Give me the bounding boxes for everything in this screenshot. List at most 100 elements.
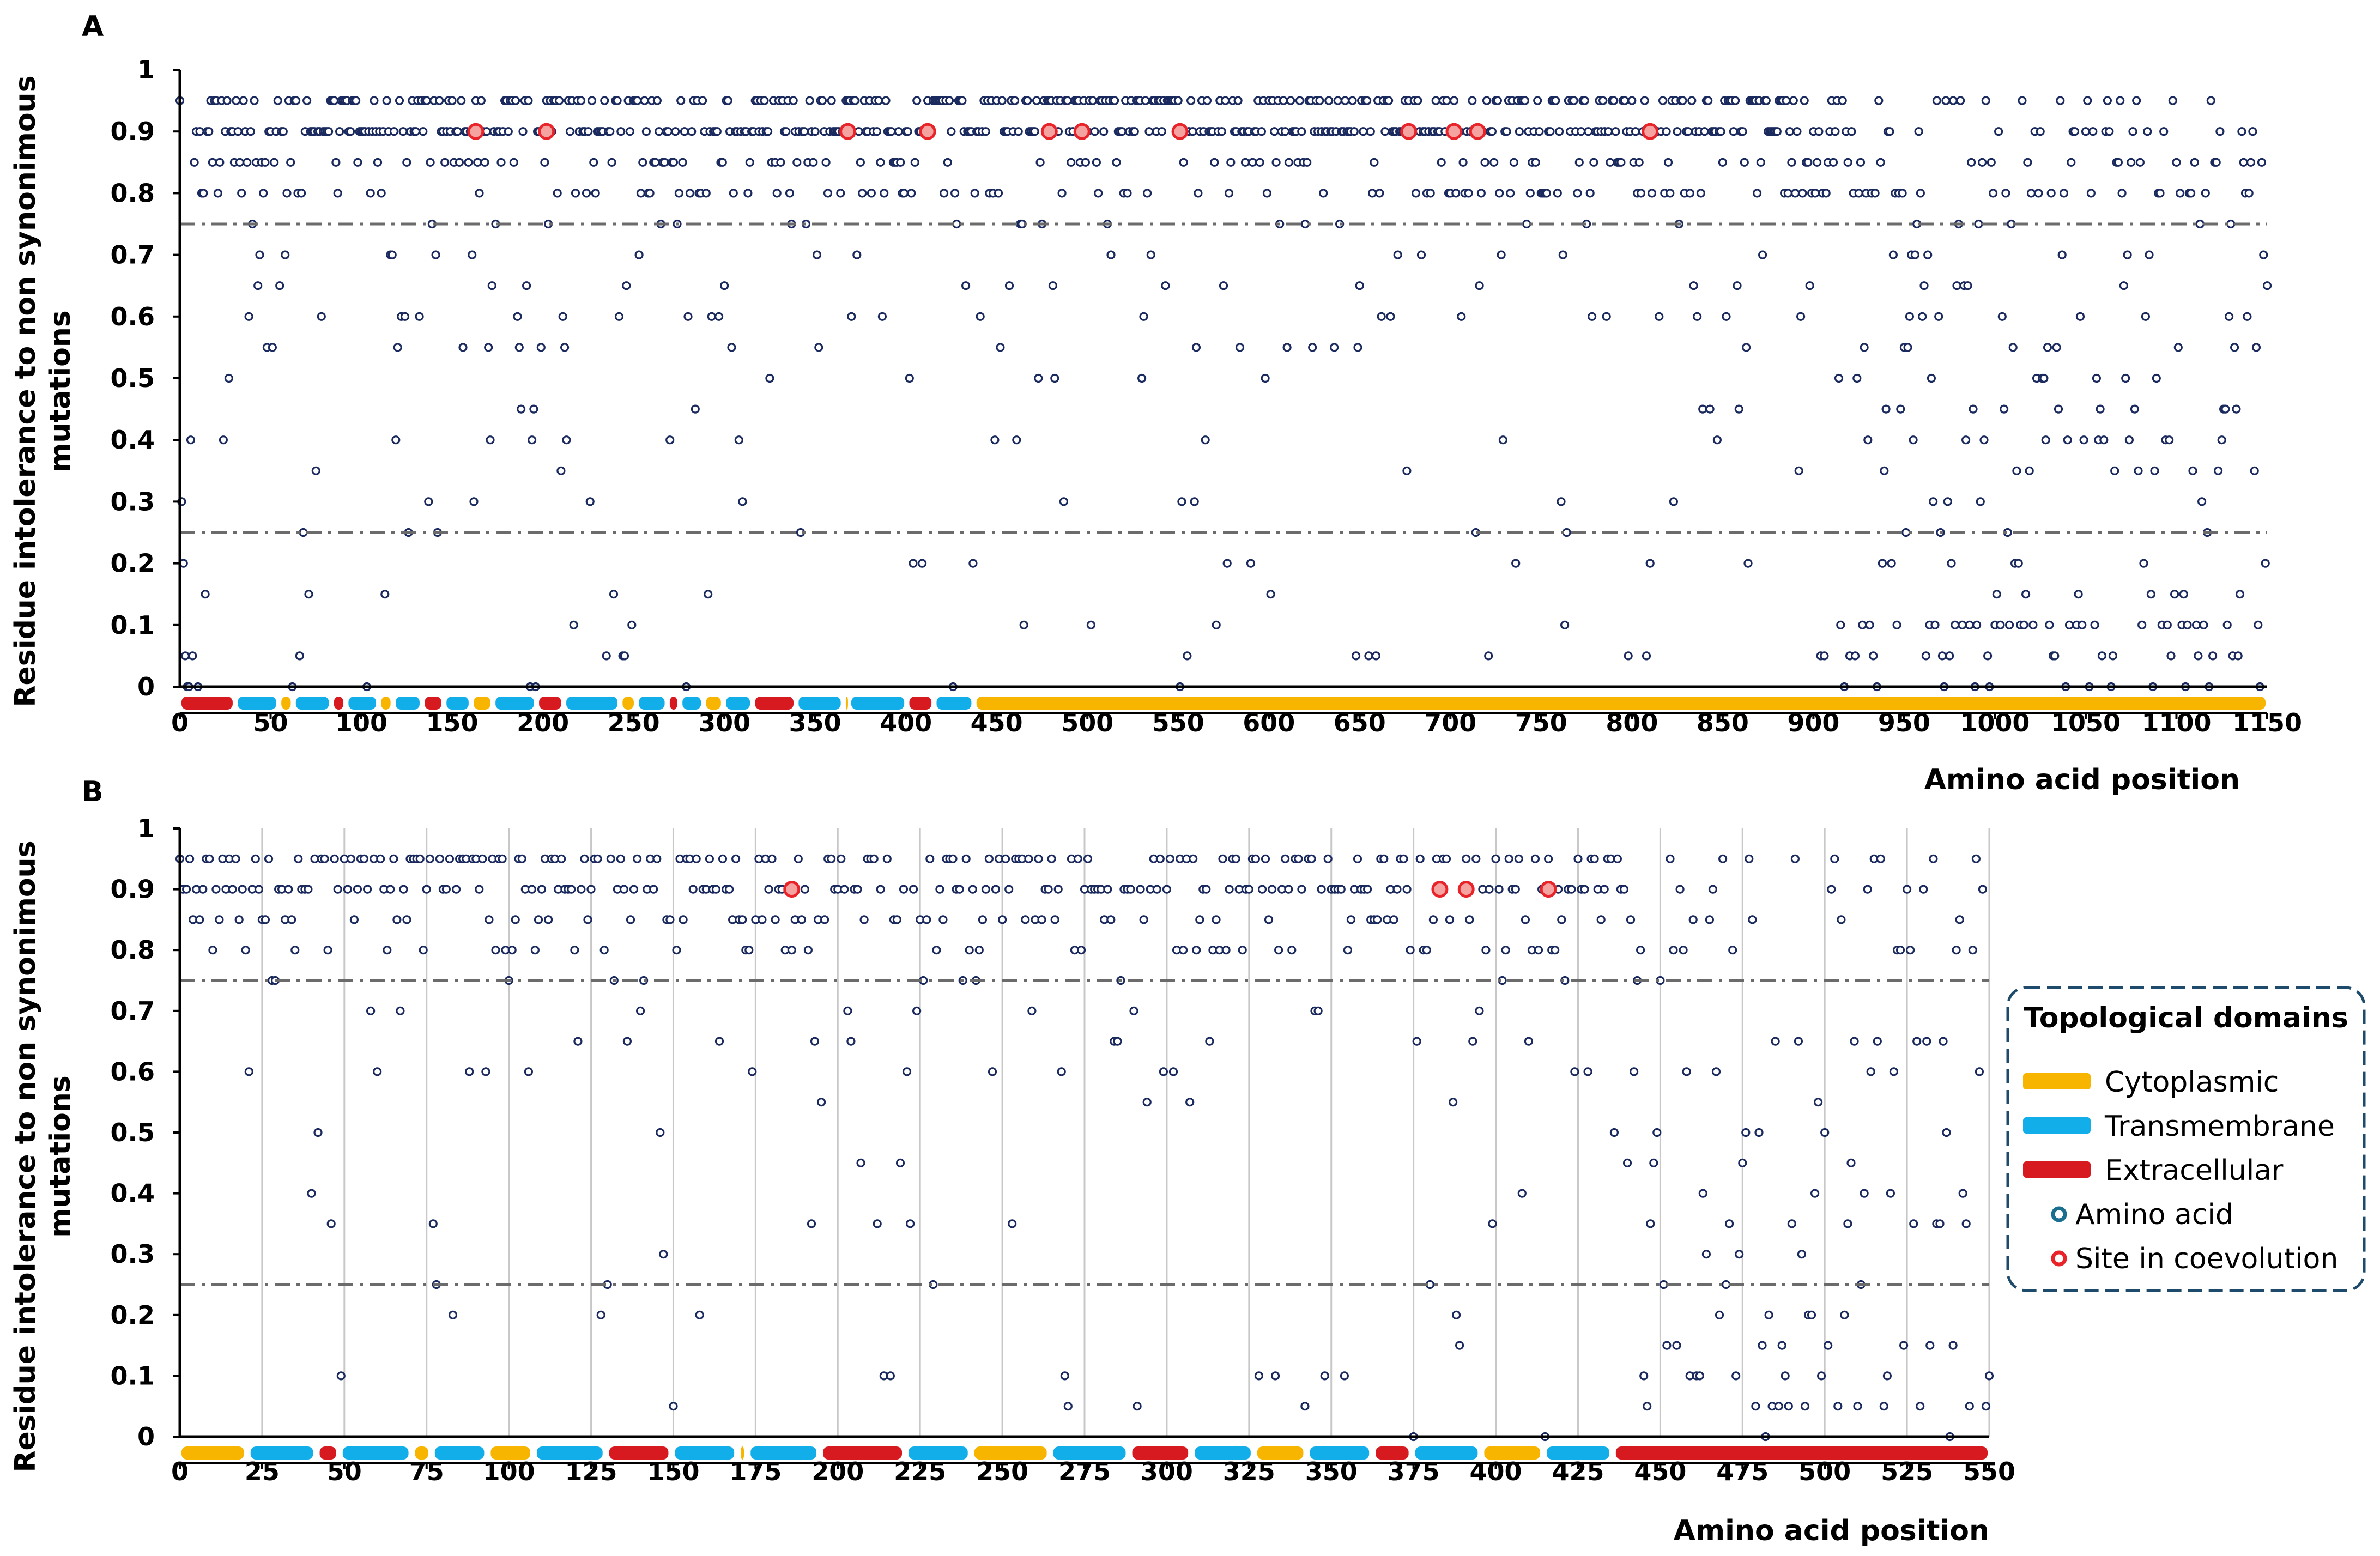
domain-cytoplasmic (622, 697, 634, 710)
amino-acid-point (852, 250, 862, 259)
amino-acid-point (602, 651, 611, 661)
amino-acid-point (180, 651, 190, 661)
amino-acid-point (1791, 189, 1800, 198)
y-axis-label-a-line2: mutations (44, 310, 77, 473)
amino-acid-point (396, 1006, 405, 1015)
x-tick-label: 800 (1606, 708, 1658, 737)
amino-acid-point (1800, 1402, 1810, 1411)
amino-acid-point (204, 127, 214, 136)
x-tick-label: 550 (1963, 1457, 2015, 1486)
amino-acid-point (1978, 885, 1987, 894)
amino-acid-point (2248, 127, 2257, 136)
amino-acid-point (1647, 189, 1657, 198)
amino-acid-point (2043, 343, 2052, 352)
amino-acid-point (2259, 250, 2268, 259)
amino-acid-point (1482, 96, 1491, 105)
amino-acid-point (504, 127, 513, 136)
x-tick-label: 50 (327, 1457, 362, 1486)
amino-acid-point (2045, 620, 2054, 629)
amino-acid-point (1901, 528, 1911, 537)
amino-acid-point (1136, 885, 1145, 894)
x-tick-label: 600 (1243, 708, 1295, 737)
amino-acid-point (1787, 1219, 1796, 1228)
amino-acid-point (758, 915, 767, 924)
amino-acid-point (2217, 435, 2226, 445)
domain-cytoplasmic (181, 1446, 244, 1460)
amino-acid-point (955, 885, 964, 894)
amino-acid-point (1567, 885, 1576, 894)
amino-acid-point (585, 497, 595, 506)
amino-acid-point (1399, 854, 1408, 863)
amino-acid-point (922, 915, 931, 924)
domain-extracellular (823, 1446, 902, 1460)
amino-acid-point (748, 1067, 757, 1076)
amino-acid-point (629, 885, 639, 894)
amino-acid-point (560, 343, 570, 352)
amino-acid-point (1092, 158, 1101, 167)
coevolution-site (467, 123, 485, 140)
amino-acid-point (382, 96, 391, 105)
y-tick-label: 0.3 (111, 487, 155, 516)
y-tick-label: 1 (137, 814, 155, 843)
legend-items: Cytoplasmic Transmembrane Extracellular Ami… (2023, 1066, 2338, 1275)
amino-acid-point (476, 96, 486, 105)
amino-acid-point (593, 854, 602, 863)
domain-cytoplasmic (1257, 1446, 1304, 1460)
amino-acid-point (763, 127, 773, 136)
amino-acid-point (1261, 854, 1270, 863)
amino-acid-point (649, 885, 658, 894)
amino-acid-point (231, 854, 240, 863)
amino-acid-point (1958, 1189, 1967, 1198)
domain-transmembrane (798, 697, 841, 710)
amino-acid-point (1843, 158, 1852, 167)
amino-acid-point (714, 312, 724, 321)
amino-acid-point (1352, 651, 1361, 661)
amino-acid-point (583, 915, 592, 924)
amino-acid-point (2117, 189, 2127, 198)
amino-acid-point (534, 915, 543, 924)
amino-acid-point (800, 127, 809, 136)
coevolution-site (538, 123, 555, 140)
amino-acid-point (398, 127, 408, 136)
amino-acid-point (1155, 854, 1165, 863)
amino-acid-point (2195, 219, 2205, 229)
domain-extracellular (755, 697, 794, 710)
domain-extracellular (319, 1446, 336, 1460)
amino-acid-point (1919, 281, 1929, 290)
amino-acid-point (1666, 189, 1675, 198)
amino-acid-point (1455, 1341, 1464, 1350)
amino-acid-point (286, 158, 295, 167)
amino-acid-point (1412, 1037, 1421, 1046)
x-tick-label: 950 (1878, 708, 1930, 737)
amino-acid-point (1484, 651, 1493, 661)
amino-acid-point (877, 312, 887, 321)
y-tick-label: 0.1 (111, 1361, 155, 1390)
amino-acid-point (484, 343, 493, 352)
amino-acid-point (415, 854, 425, 863)
amino-acid-point (1202, 96, 1212, 105)
amino-acid-point (1201, 435, 1210, 445)
amino-acid-point (691, 404, 700, 414)
amino-acid-point (807, 1219, 816, 1228)
amino-acid-point (1489, 158, 1499, 167)
amino-acid-point (994, 189, 1003, 198)
amino-acid-point (970, 189, 979, 198)
amino-acid-point (640, 96, 649, 105)
amino-acid-point (536, 343, 546, 352)
coevolution-site (1445, 123, 1463, 140)
amino-acid-point (794, 854, 803, 863)
amino-acid-point (415, 312, 424, 321)
amino-acid-point (622, 281, 631, 290)
amino-acid-point (695, 1310, 704, 1319)
amino-acid-point (241, 946, 250, 955)
amino-acid-point (1981, 1402, 1991, 1411)
amino-acid-point (400, 312, 410, 321)
amino-acid-point (873, 1219, 882, 1228)
amino-acid-point (1728, 946, 1737, 955)
amino-acid-point (950, 189, 960, 198)
amino-acid-point (2005, 620, 2014, 629)
amino-acid-point (1238, 946, 1247, 955)
amino-acid-point (1233, 96, 1243, 105)
amino-acid-point (2105, 127, 2114, 136)
x-tick-label: 275 (1058, 1457, 1111, 1486)
